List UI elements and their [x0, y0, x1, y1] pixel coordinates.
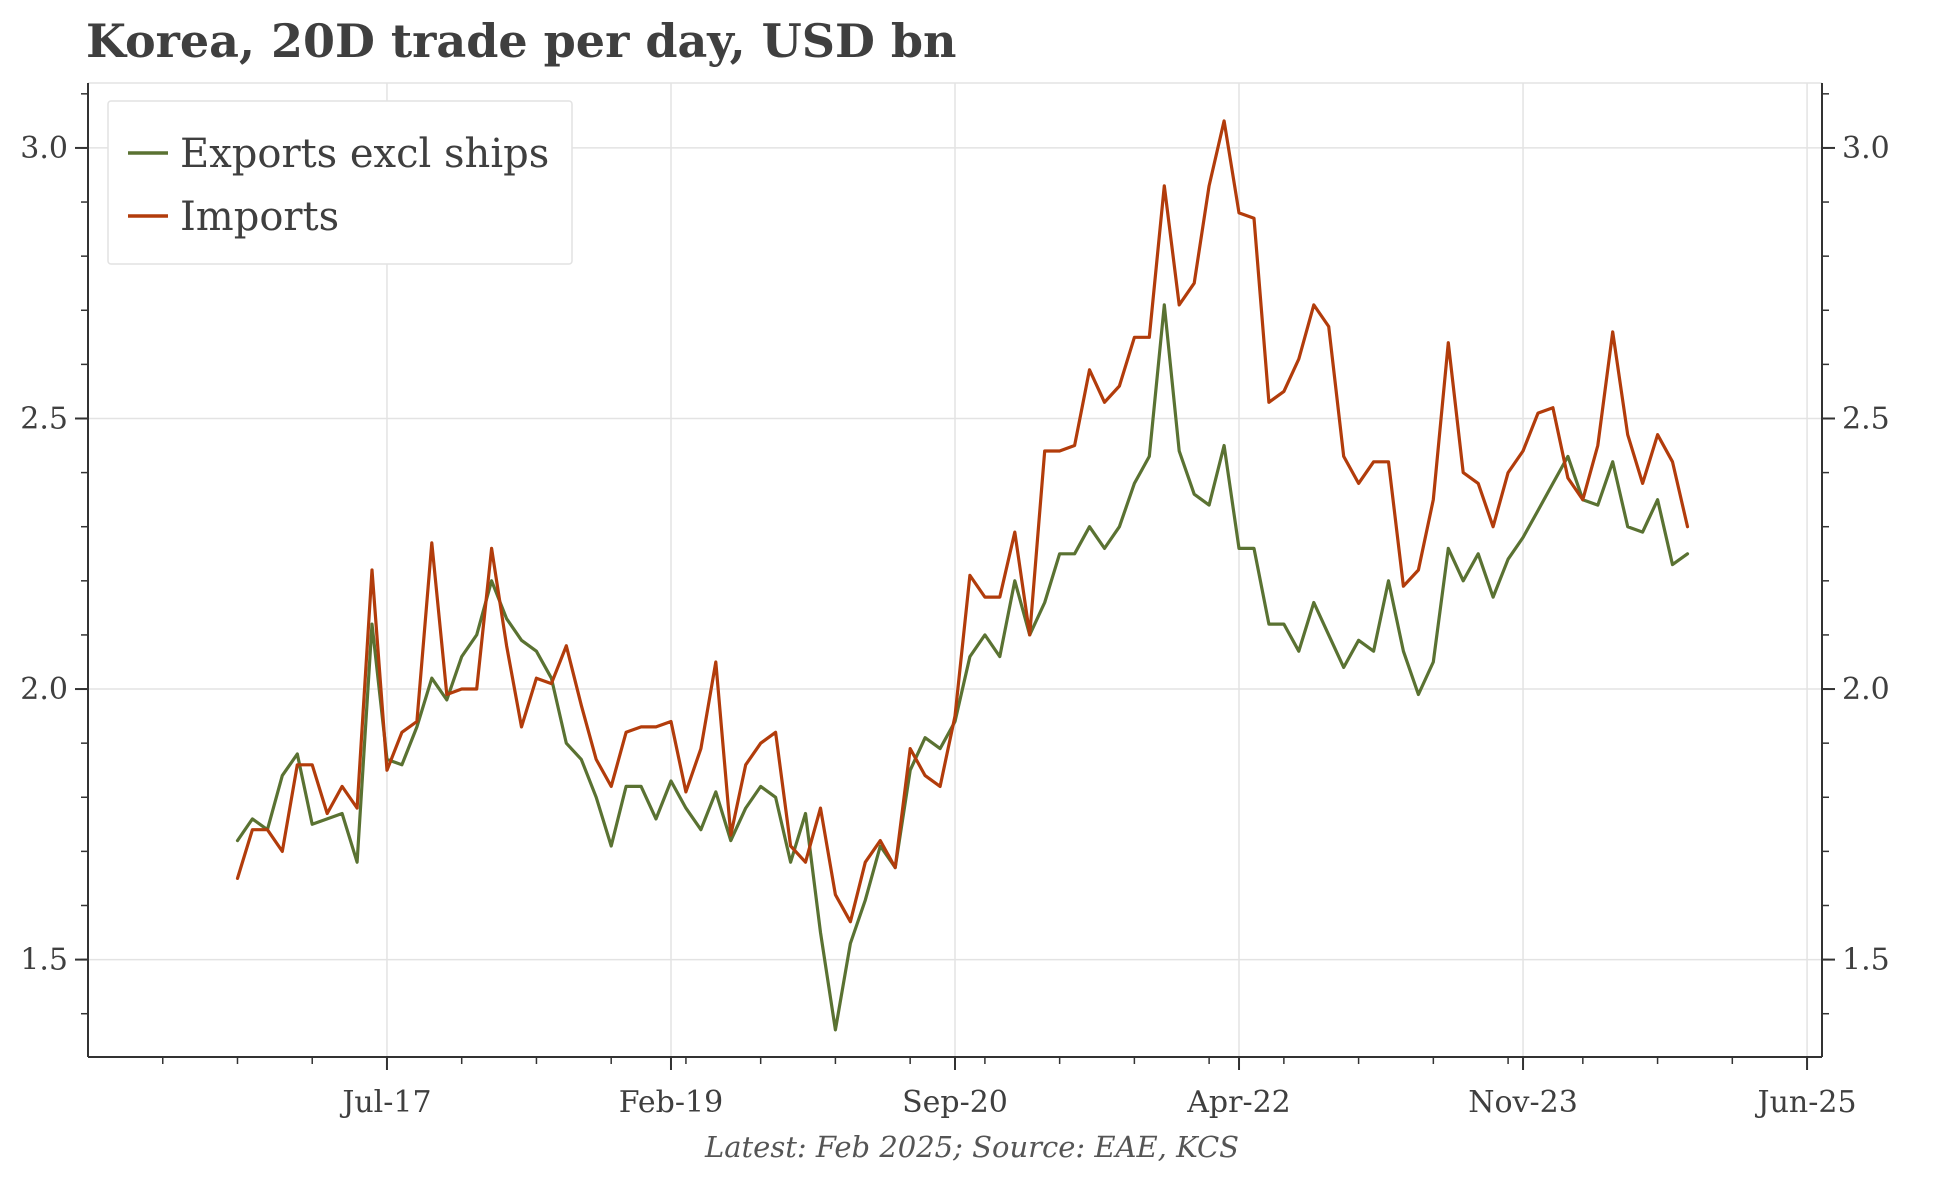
- x-tick-label: Sep-20: [902, 1085, 1008, 1120]
- axes: 1.5 1.5 2.0 2.0 2.5 2.5 3.0 3.0 Jul-17 Feb-19 Sep-…: [20, 83, 1890, 1120]
- source-footnote: Latest: Feb 2025; Source: EAE, KCS: [704, 1130, 1240, 1164]
- legend-label: Exports excl ships: [180, 131, 549, 177]
- legend-box: [107, 100, 573, 265]
- y-tick-label: 2.5: [20, 401, 68, 436]
- series-line-exports: [235, 303, 1690, 1032]
- y-tick-label: 1.5: [20, 943, 68, 978]
- legend: Exports excl ships Imports: [107, 100, 573, 265]
- series-line-imports: [235, 119, 1690, 924]
- x-tick-label: Jul-17: [339, 1085, 431, 1120]
- x-tick-label: Apr-22: [1186, 1085, 1291, 1120]
- chart-title: Korea, 20D trade per day, USD bn: [86, 14, 957, 68]
- x-tick-label: Feb-19: [619, 1085, 723, 1120]
- y-tick-label: 2.0: [20, 672, 68, 707]
- x-tick-label: Jun-25: [1755, 1085, 1857, 1120]
- y-tick-label-right: 2.0: [1842, 672, 1890, 707]
- gridlines: [88, 82, 1822, 1057]
- x-tick-label: Nov-23: [1468, 1085, 1578, 1120]
- y-tick-label-right: 1.5: [1842, 943, 1890, 978]
- y-tick-label-right: 3.0: [1842, 131, 1890, 166]
- y-tick-label-right: 2.5: [1842, 401, 1890, 436]
- legend-label: Imports: [180, 194, 339, 240]
- series-lines: [235, 119, 1690, 1032]
- y-tick-label: 3.0: [20, 131, 68, 166]
